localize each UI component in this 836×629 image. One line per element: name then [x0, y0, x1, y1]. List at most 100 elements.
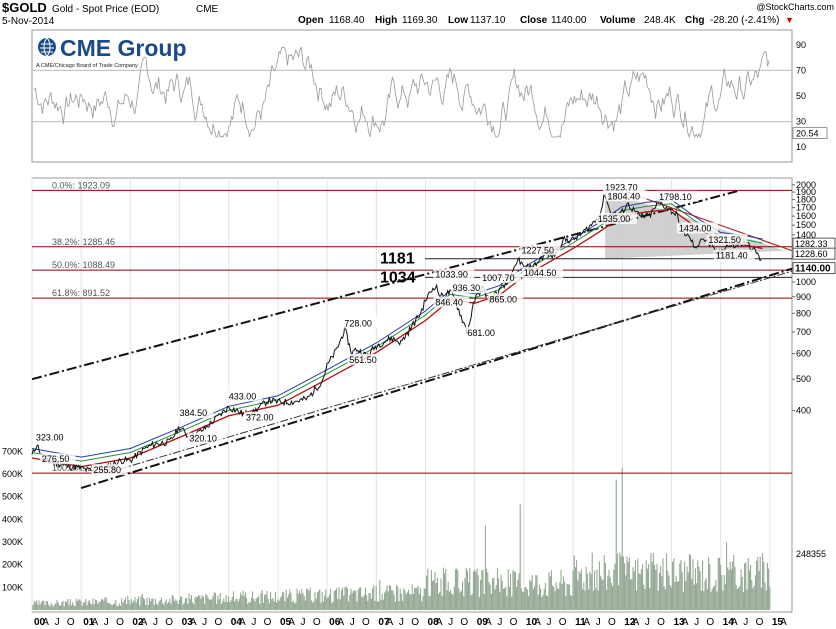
rsi-tick-label: 10: [796, 142, 806, 152]
x-tick-label: A: [337, 617, 344, 628]
x-tick-label: A: [387, 617, 394, 628]
annotation-bg: [450, 282, 487, 294]
annotation-bg: [465, 326, 502, 338]
annotation-bg: [713, 249, 755, 261]
volume-tick-label: 300K: [2, 537, 23, 547]
price-annotation: 728.00: [344, 319, 372, 329]
x-tick-label: O: [264, 617, 272, 628]
cme-group-logo: CME Group A CME/Chicago Board of Trade C…: [36, 35, 187, 69]
annotation-bg: [39, 453, 76, 465]
support-level-label: 1181: [380, 251, 415, 268]
x-tick-label: A: [485, 617, 492, 628]
price-annotation: 1535.00: [598, 214, 631, 224]
volume-tick-label: 500K: [2, 492, 23, 502]
annotation-bg: [521, 266, 564, 278]
annotation-bg: [603, 181, 645, 193]
price-tick-label: 900: [796, 292, 811, 302]
x-tick-label: 04: [231, 617, 243, 628]
x-tick-label: J: [645, 617, 650, 628]
open-value: 1168.40: [329, 15, 365, 26]
support-level-label: 1034: [380, 269, 416, 286]
chg-value: -28.20 (-2.41%): [710, 15, 779, 26]
price-annotation: 1181.40: [716, 251, 748, 261]
price-tick-label: 1600: [796, 211, 816, 221]
x-tick-label: O: [460, 617, 468, 628]
price-annotation: 1798.10: [659, 192, 692, 202]
x-tick-label: A: [288, 617, 295, 628]
high-value: 1169.30: [402, 15, 438, 26]
price-annotation: 255.80: [93, 465, 121, 475]
rsi-current-label: 20.54: [796, 129, 819, 139]
open-label: Open: [298, 15, 324, 26]
rsi-current-box: [792, 127, 828, 140]
trendline: [31, 189, 741, 381]
x-tick-label: 08: [428, 617, 440, 628]
annotation-bg: [187, 432, 224, 444]
price-line: [31, 194, 762, 476]
rsi-tick-label: 30: [796, 117, 806, 127]
price-marker-label: 1140.00: [795, 264, 831, 275]
series-name: Gold - Spot Price (EOD): [52, 4, 159, 15]
x-tick-label: 05: [280, 617, 292, 628]
x-tick-label: A: [239, 617, 246, 628]
price-marker-box: [792, 262, 836, 275]
price-layer: 700K 600K 500K 400K 300K 200K 100K 248355 0.0%: …: [2, 178, 836, 612]
x-tick-label: O: [67, 617, 75, 628]
price-tick-label: 1700: [796, 203, 816, 213]
price-annotation: 1434.00: [679, 223, 712, 233]
price-tick-label: 500: [796, 374, 811, 384]
annotation-bg: [605, 190, 647, 202]
volume-tick-label: 700K: [2, 446, 23, 456]
price-tick-label: 1400: [796, 230, 816, 240]
annotation-bg: [33, 431, 70, 443]
annotation-bg: [487, 293, 524, 305]
volume-value: 248.4K: [644, 15, 676, 26]
x-tick-label: 02: [132, 617, 144, 628]
price-annotation: 681.00: [467, 328, 495, 338]
price-annotation: 1923.70: [605, 182, 638, 192]
price-annotation: 1227.50: [521, 245, 554, 255]
x-tick-label: A: [141, 617, 148, 628]
x-tick-label: J: [350, 617, 355, 628]
x-tick-label: A: [780, 617, 787, 628]
price-annotation: 433.00: [229, 391, 257, 401]
price-annotation: 1044.50: [524, 268, 557, 278]
x-tick-label: J: [743, 617, 748, 628]
annotation-bg: [177, 407, 214, 419]
x-tick-label: 12: [624, 617, 636, 628]
symbol-title: $GOLD: [2, 0, 47, 15]
volume-current-label: 248355: [796, 549, 826, 559]
fib-level-label: 61.8%: 891.52: [52, 288, 110, 298]
volume-tick-label: 400K: [2, 514, 23, 524]
fib-level-label: 50.0%: 1088.49: [52, 260, 115, 270]
volume-tick-label: 100K: [2, 582, 23, 592]
x-tick-label: A: [731, 617, 738, 628]
annotation-bg: [243, 411, 280, 423]
ohlc-readout: Open 1168.40 High 1169.30 Low 1137.10 Cl…: [298, 15, 794, 26]
fib-level-label: 0.0%: 1923.09: [52, 180, 110, 190]
price-tick-label: 2000: [796, 180, 816, 190]
price-tick-label: 1900: [796, 187, 816, 197]
x-tick-label: O: [559, 617, 567, 628]
price-tick-label: 400: [796, 405, 811, 415]
x-tick-label: J: [694, 617, 699, 628]
volume-tick-label: 200K: [2, 560, 23, 570]
trendline: [80, 267, 793, 489]
price-tick-label: 1000: [796, 277, 816, 287]
high-label: High: [375, 15, 397, 26]
x-tick-label: J: [202, 617, 207, 628]
x-tick-label: 03: [182, 617, 194, 628]
x-tick-label: J: [55, 617, 60, 628]
x-tick-label: 15: [772, 617, 784, 628]
price-annotation: 561.50: [349, 355, 377, 365]
x-tick-label: J: [497, 617, 502, 628]
annotation-bg: [433, 268, 475, 280]
annotation-bg: [519, 244, 561, 256]
rsi-panel: [31, 29, 793, 163]
x-tick-label: J: [104, 617, 109, 628]
annotation-bg: [706, 233, 748, 245]
x-tick-label: A: [436, 617, 443, 628]
price-tick-label: 1500: [796, 220, 816, 230]
price-annotation: 372.00: [246, 413, 274, 423]
